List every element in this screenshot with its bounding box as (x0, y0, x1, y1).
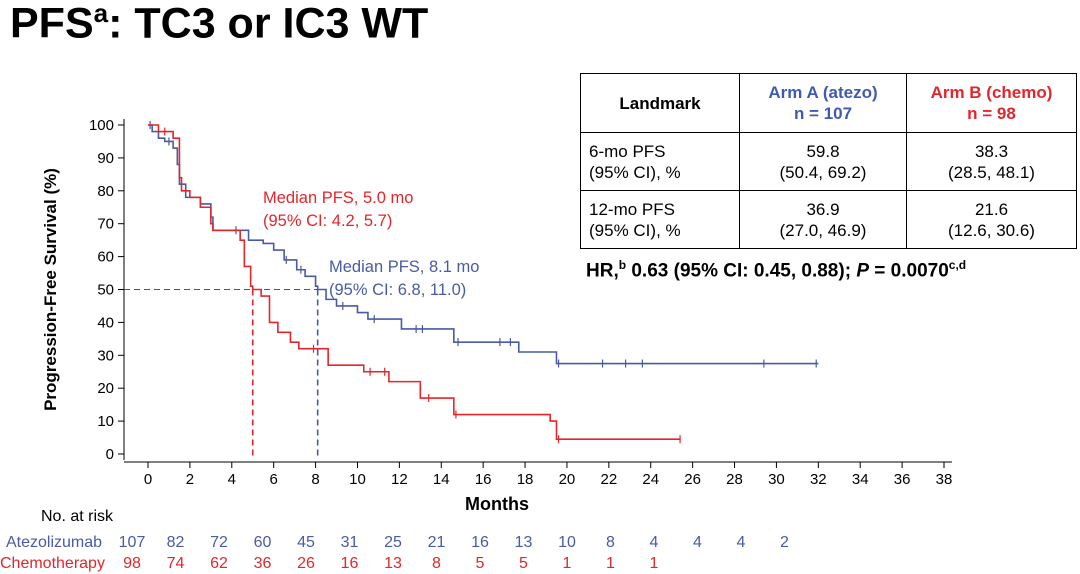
x-tick-label: 28 (726, 471, 743, 488)
header-arm-b: Arm B (chemo) n = 98 (906, 73, 1077, 133)
risk-label: No. at risk (41, 508, 114, 525)
risk-count: 25 (384, 534, 402, 551)
y-axis-label: Progression-Free Survival (%) (41, 168, 60, 411)
y-tick-label: 30 (97, 347, 114, 364)
x-tick-label: 24 (642, 471, 659, 488)
header-landmark: Landmark (580, 73, 740, 133)
y-tick-label: 0 (106, 446, 114, 463)
risk-count: 62 (210, 555, 228, 572)
table-header-row: Landmark Arm A (atezo) n = 107 Arm B (che… (580, 73, 1077, 133)
risk-count: 107 (118, 534, 146, 551)
x-tick-label: 2 (186, 471, 194, 488)
slide-title: PFSa: TC3 or IC3 WT (10, 0, 429, 48)
header-arm-a: Arm A (atezo) n = 107 (739, 73, 907, 133)
x-tick-label: 4 (228, 471, 236, 488)
risk-count: 13 (384, 555, 402, 572)
y-tick-label: 100 (89, 117, 114, 134)
x-tick-label: 22 (600, 471, 617, 488)
risk-count: 5 (475, 555, 485, 572)
risk-count: 1 (649, 555, 659, 572)
risk-count: 21 (427, 534, 446, 551)
risk-count: 60 (253, 534, 272, 551)
y-tick-label: 20 (97, 380, 114, 397)
x-tick-label: 26 (684, 471, 701, 488)
x-tick-label: 32 (810, 471, 827, 488)
risk-count: 16 (340, 555, 359, 572)
risk-count: 4 (649, 534, 659, 551)
x-tick-label: 10 (349, 471, 366, 488)
risk-count: 72 (210, 534, 228, 551)
risk-count: 74 (166, 555, 185, 572)
x-tick-label: 16 (475, 471, 492, 488)
median-annotation-ci: (95% CI: 4.2, 5.7) (263, 212, 392, 230)
hazard-ratio: HR,b 0.63 (95% CI: 0.45, 0.88); P = 0.00… (586, 258, 967, 282)
risk-count: 36 (253, 555, 272, 572)
risk-count: 10 (558, 534, 576, 551)
km-curve-atezolizumab (148, 124, 819, 365)
risk-count: 1 (562, 555, 572, 572)
km-curve-chemotherapy (148, 124, 681, 440)
y-tick-label: 50 (97, 282, 114, 299)
median-annotation-ci: (95% CI: 6.8, 11.0) (329, 281, 466, 299)
risk-count: 1 (606, 555, 615, 572)
y-tick-label: 70 (97, 216, 114, 233)
risk-count: 98 (123, 555, 141, 572)
risk-count: 5 (519, 555, 528, 572)
x-tick-label: 38 (936, 471, 953, 488)
risk-count: 26 (297, 555, 315, 572)
risk-count: 4 (693, 534, 702, 551)
risk-count: 16 (471, 534, 489, 551)
table-row: 6-mo PFS (95% CI), % 59.8 (50.4, 69.2) 38.… (580, 132, 1077, 191)
x-tick-label: 34 (852, 471, 869, 488)
x-tick-label: 20 (559, 471, 576, 488)
risk-count: 82 (166, 534, 185, 551)
x-tick-label: 14 (433, 471, 450, 488)
risk-count: 8 (432, 555, 441, 572)
x-tick-label: 12 (391, 471, 408, 488)
x-tick-label: 6 (270, 471, 278, 488)
risk-count: 2 (780, 534, 789, 551)
y-tick-label: 10 (97, 413, 114, 430)
median-annotation: Median PFS, 5.0 mo (263, 189, 413, 207)
risk-count: 4 (736, 534, 746, 551)
risk-row-label: Atezolizumab (6, 534, 103, 551)
table-row: 12-mo PFS (95% CI), % 36.9 (27.0, 46.9) 21… (580, 190, 1077, 249)
risk-count: 8 (606, 534, 615, 551)
x-axis-label: Months (465, 494, 529, 514)
risk-count: 31 (340, 534, 359, 551)
median-annotation: Median PFS, 8.1 mo (329, 258, 479, 276)
y-tick-label: 40 (97, 314, 114, 331)
risk-count: 45 (297, 534, 315, 551)
x-tick-label: 36 (894, 471, 911, 488)
x-tick-label: 18 (517, 471, 534, 488)
landmark-table: Landmark Arm A (atezo) n = 107 Arm B (che… (580, 73, 1077, 249)
x-tick-label: 8 (311, 471, 319, 488)
x-tick-label: 0 (144, 471, 152, 488)
risk-count: 13 (514, 534, 533, 551)
risk-row-label: Chemotherapy (0, 555, 105, 572)
y-tick-label: 60 (97, 249, 114, 266)
y-tick-label: 90 (97, 150, 114, 167)
x-tick-label: 30 (768, 471, 785, 488)
y-tick-label: 80 (97, 183, 114, 200)
